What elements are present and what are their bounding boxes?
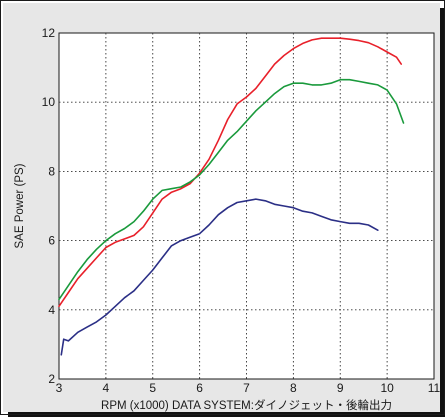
- x-tick-6: 6: [196, 381, 203, 395]
- power-curve-chart: 3 4 5 6 7 8 9 10 11 2 4 6 8 10 12 RPM (x1000) DATA SY…: [14, 26, 440, 412]
- y-axis-label: SAE Power (PS): [14, 163, 26, 248]
- series-line-1: [58, 37, 403, 308]
- y-tick-12: 12: [42, 26, 56, 40]
- x-tick-11: 11: [428, 381, 440, 395]
- y-tick-8: 8: [48, 164, 55, 178]
- chart-panel: 3 4 5 6 7 8 9 10 11 2 4 6 8 10 12 RPM (x1000) DATA SY…: [3, 3, 440, 412]
- y-tick-6: 6: [48, 234, 55, 248]
- grid-lines: [59, 33, 434, 379]
- x-tick-5: 5: [149, 381, 156, 395]
- x-tick-4: 4: [103, 381, 110, 395]
- x-tick-3: 3: [56, 381, 63, 395]
- y-tick-labels: 2 4 6 8 10 12: [42, 26, 56, 386]
- y-tick-2: 2: [48, 372, 55, 386]
- data-series: [58, 37, 405, 356]
- x-axis-label: RPM (x1000) DATA SYSTEM:ダイノジェット・後輪出力: [101, 398, 392, 412]
- series-line-2: [58, 78, 405, 301]
- x-tick-10: 10: [380, 381, 394, 395]
- x-tick-8: 8: [290, 381, 297, 395]
- y-tick-10: 10: [42, 95, 56, 109]
- y-tick-4: 4: [48, 303, 55, 317]
- x-tick-labels: 3 4 5 6 7 8 9 10 11: [56, 381, 440, 395]
- x-tick-9: 9: [337, 381, 344, 395]
- series-line-3: [60, 198, 379, 356]
- x-tick-7: 7: [243, 381, 250, 395]
